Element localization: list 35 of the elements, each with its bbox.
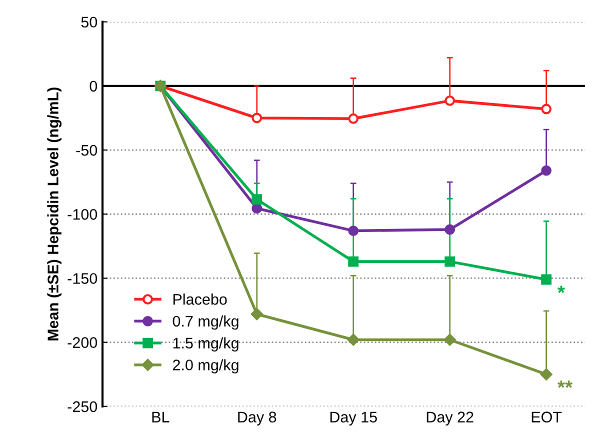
point — [444, 224, 456, 235]
x-tick-label: EOT — [532, 412, 562, 422]
point — [348, 113, 359, 124]
point — [444, 334, 456, 346]
point — [444, 95, 456, 106]
y-axis-title: Mean (±SE) Hepcidin Level (ng/mL) — [47, 88, 62, 340]
x-tick-label: Day 8 — [238, 412, 276, 426]
point — [541, 274, 552, 285]
y-tick-label: 0 — [90, 80, 98, 92]
x-tick-label: Day 22 — [426, 412, 474, 426]
annotation: ** — [557, 380, 573, 388]
y-tick-label: 50 — [81, 16, 98, 28]
y-tick-label: -100 — [68, 209, 98, 220]
point — [347, 334, 360, 346]
legend-label: 1.5 mg/kg — [173, 337, 238, 352]
point — [348, 256, 359, 267]
point — [252, 194, 262, 205]
y-tick-label: -150 — [68, 273, 98, 284]
legend-label: 2.0 mg/kg — [172, 359, 238, 374]
point — [252, 203, 262, 214]
x-tick-label: BL — [152, 412, 170, 422]
point — [348, 226, 359, 236]
point — [444, 256, 456, 267]
annotation: * — [557, 286, 565, 294]
y-tick-label: -50 — [76, 144, 98, 156]
point — [541, 165, 552, 176]
point — [541, 104, 552, 114]
point — [252, 112, 262, 124]
y-tick-label: -250 — [68, 401, 98, 412]
legend-label: 0.7 mg/kg — [172, 315, 238, 330]
point — [540, 368, 552, 380]
x-tick-label: Day 15 — [330, 412, 377, 426]
point — [250, 308, 263, 320]
legend-label: Placebo — [173, 294, 227, 305]
y-tick-label: -200 — [68, 337, 98, 348]
